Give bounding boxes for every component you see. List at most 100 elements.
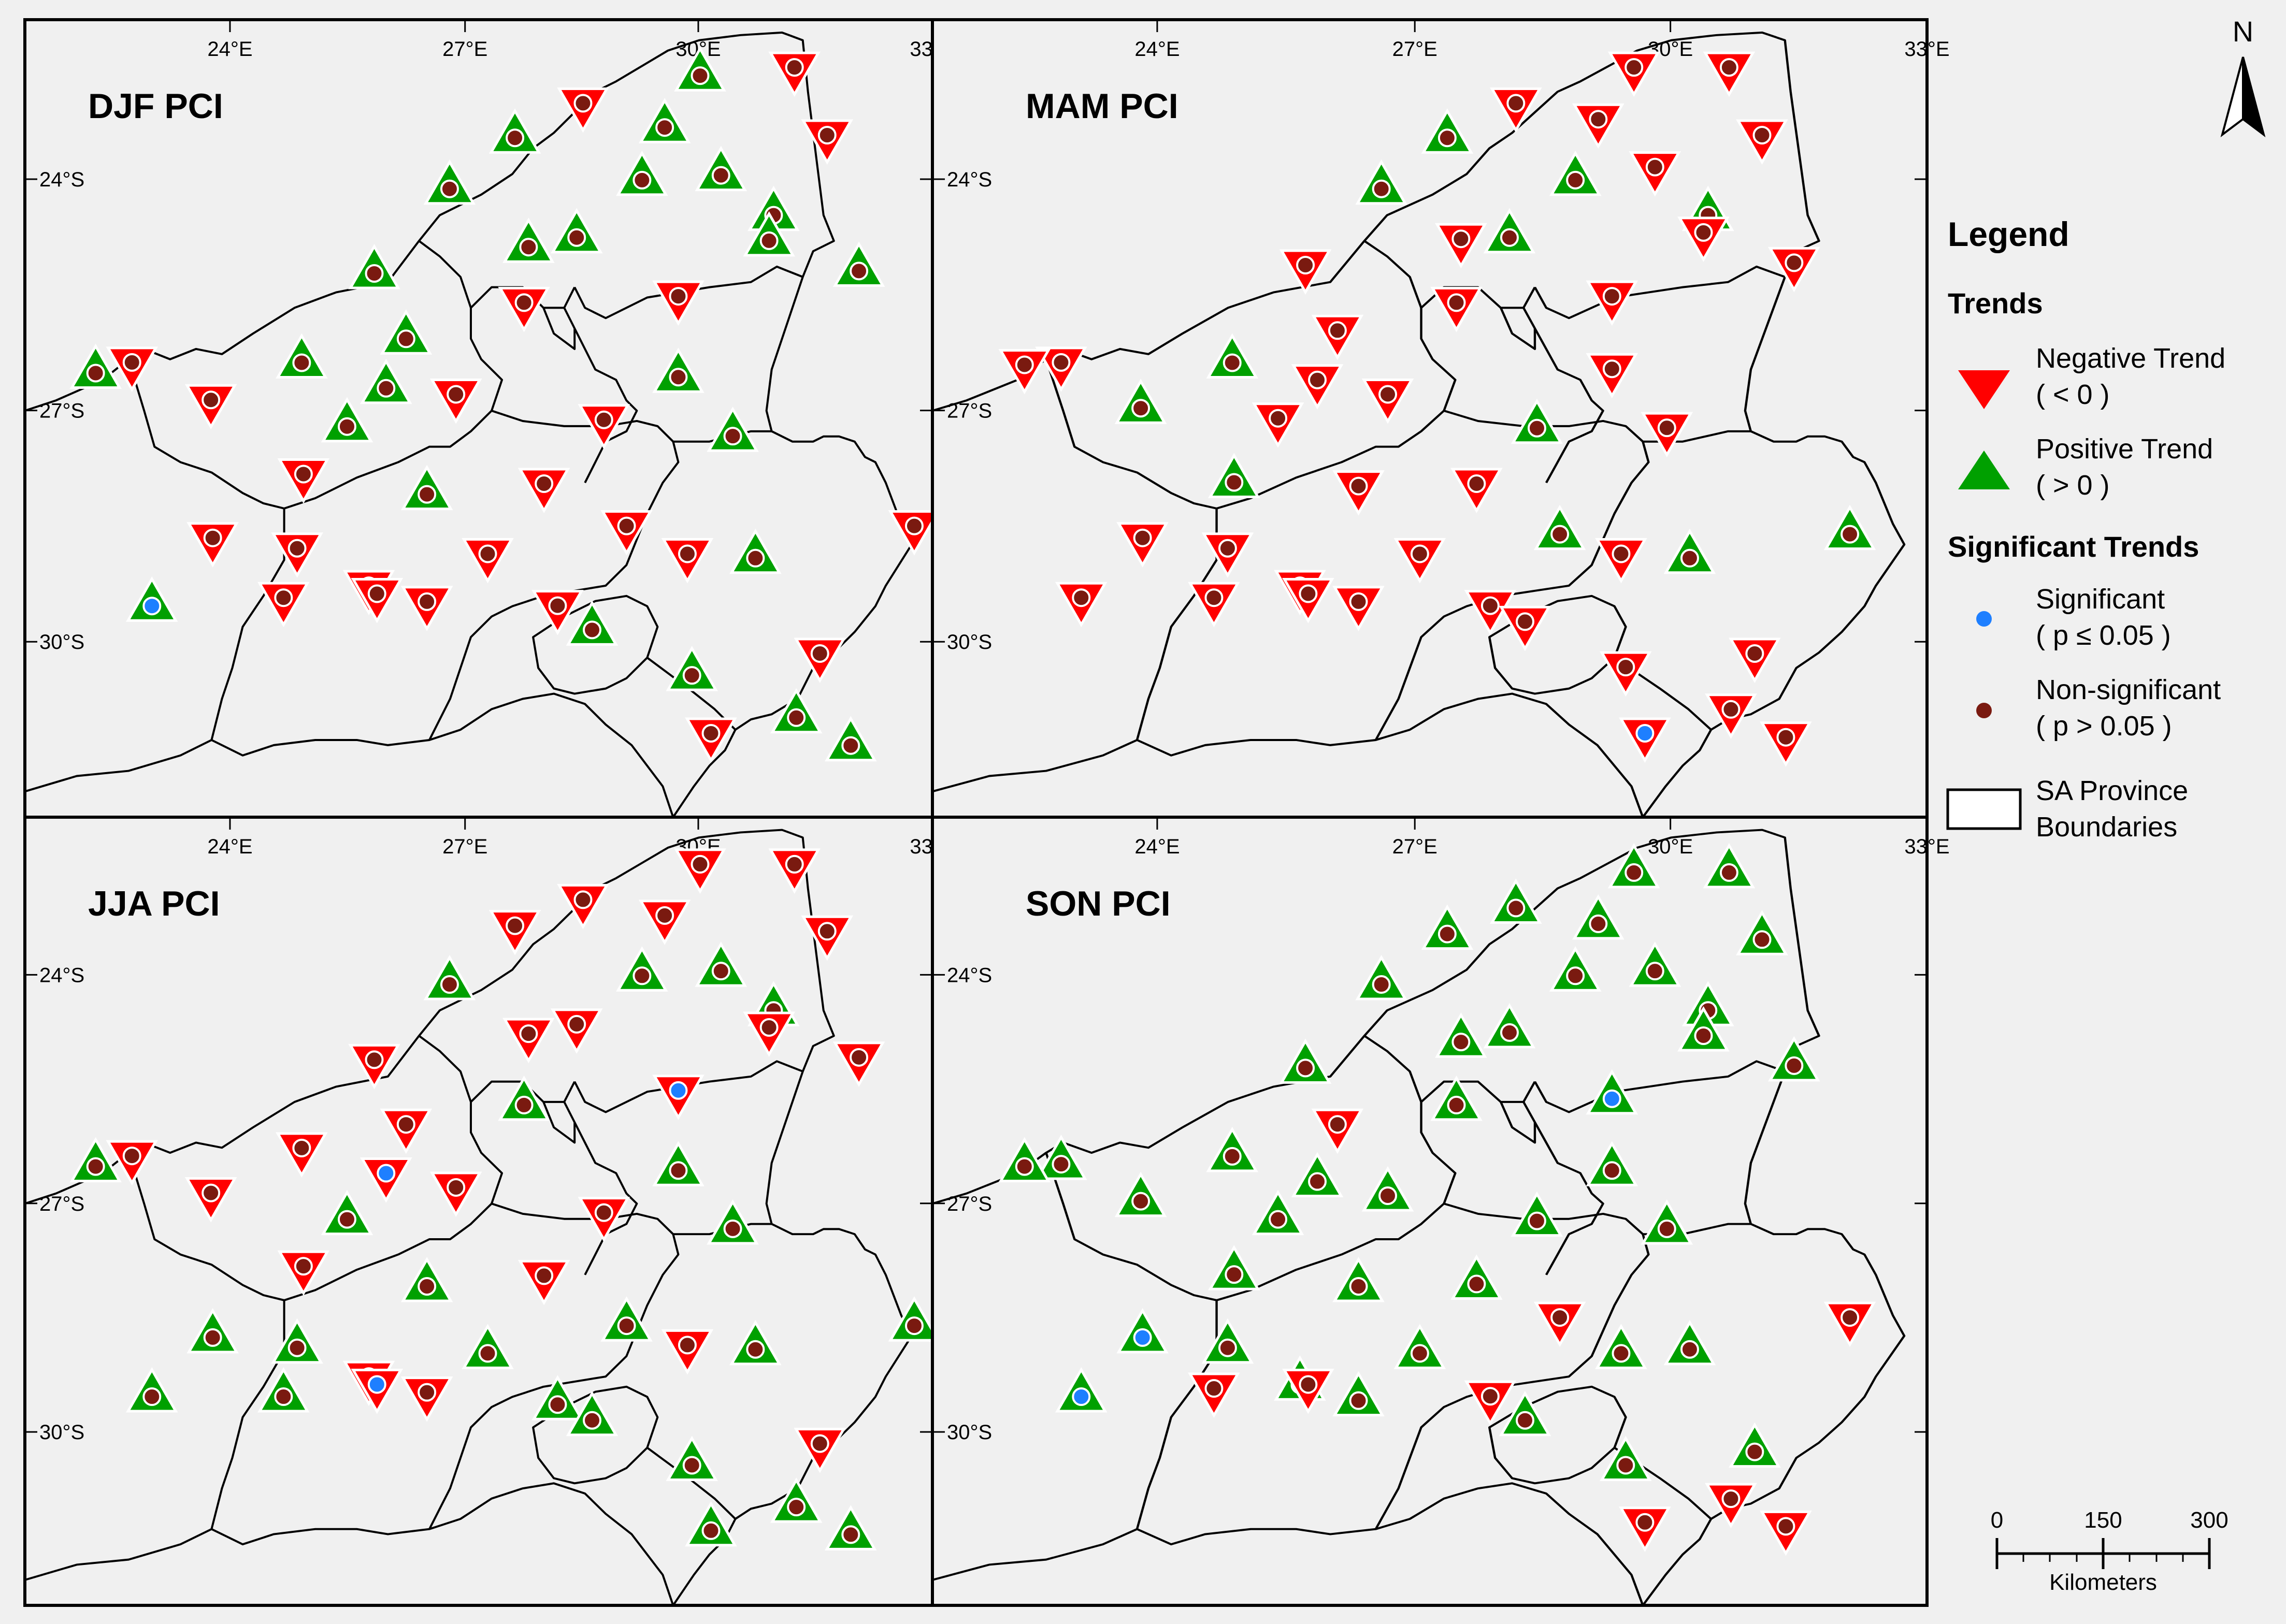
- nonsignificant-dot: [1218, 539, 1237, 558]
- nonsignificant-dot: [142, 1387, 162, 1407]
- negative-trend-marker: [1430, 286, 1483, 332]
- nonsignificant-dot: [1785, 253, 1804, 272]
- nonsignificant-dot: [1308, 370, 1327, 389]
- positive-trend-marker: [550, 208, 603, 254]
- nonsignificant-dot: [440, 179, 459, 198]
- nonsignificant-dot: [1624, 863, 1644, 882]
- nonsignificant-dot: [678, 544, 697, 563]
- positive-trend-marker: [321, 397, 373, 443]
- negative-trend-marker: [1201, 532, 1254, 578]
- nonsignificant-dot: [1841, 1308, 1860, 1327]
- nonsignificant-dot: [1131, 399, 1151, 418]
- north-arrow-icon: N: [2220, 15, 2266, 138]
- positive-trend-marker: [498, 1075, 550, 1121]
- nonsignificant-dot: [678, 1336, 697, 1355]
- positive-trend-marker: [832, 241, 885, 287]
- nonsignificant-dot: [1616, 1456, 1635, 1475]
- nonsignificant-dot: [1410, 544, 1429, 563]
- nonsignificant-dot: [655, 118, 674, 137]
- nonsignificant-dot: [292, 1138, 311, 1157]
- nonsignificant-dot: [287, 539, 307, 558]
- negative-trend-marker: [685, 717, 737, 763]
- negative-trend-marker: [106, 346, 159, 392]
- nonsignificant-dot: [746, 548, 765, 568]
- nonsignificant-dot: [1566, 966, 1585, 985]
- positive-trend-marker: [1207, 1245, 1260, 1291]
- positive-trend-marker: [1116, 1308, 1169, 1354]
- positive-trend-marker: [1549, 946, 1602, 992]
- nonsignificant-dot: [506, 128, 525, 148]
- negative-trend-marker: [1332, 470, 1385, 516]
- negative-trend-marker: [1629, 151, 1681, 197]
- positive-trend-marker: [1279, 1038, 1332, 1084]
- nonsignificant-dot: [1133, 528, 1152, 547]
- nonsignificant-dot: [1349, 1277, 1368, 1296]
- lat-label: 24°S: [39, 168, 84, 191]
- positive-trend-marker: [1663, 1320, 1716, 1366]
- nonsignificant-dot: [535, 474, 554, 493]
- positive-trend-marker: [1332, 1256, 1385, 1302]
- nonsignificant-dot: [1480, 1387, 1500, 1406]
- negative-trend-marker: [502, 1018, 555, 1064]
- nonsignificant-dot: [841, 736, 860, 755]
- negative-trend-marker: [184, 384, 237, 430]
- positive-trend-marker: [1201, 1318, 1254, 1364]
- positive-trend-marker: [1483, 1003, 1536, 1049]
- negative-trend-marker: [1055, 582, 1108, 628]
- positive-trend-marker: [423, 955, 476, 1001]
- nonsignificant-dot: [1269, 1210, 1288, 1229]
- negative-trend-marker: [1291, 364, 1344, 410]
- nonsignificant-dot: [904, 1316, 924, 1336]
- positive-trend-marker: [1483, 208, 1536, 254]
- panel-bg: [25, 817, 932, 1605]
- negative-trend-marker: [462, 538, 514, 584]
- nonsignificant-dot: [1776, 728, 1795, 747]
- nonsignificant-dot: [1680, 548, 1699, 568]
- negative-trend-marker: [1188, 1372, 1240, 1418]
- maps-frame: [23, 18, 1929, 1607]
- nonsignificant-dot: [1467, 474, 1486, 493]
- nonsignificant-dot: [1269, 409, 1288, 428]
- nonsignificant-dot: [682, 666, 701, 685]
- nonsignificant-dot: [669, 368, 688, 387]
- positive-trend-marker: [400, 1256, 453, 1302]
- negative-trend-marker: [1572, 103, 1624, 149]
- lat-label: 27°S: [947, 400, 992, 423]
- nonsignificant-dot: [274, 588, 293, 607]
- negative-trend-marker: [429, 1171, 482, 1217]
- nonsignificant-dot: [723, 1219, 742, 1238]
- positive-trend-marker: [1114, 1171, 1167, 1217]
- nonsignificant-dot: [1566, 170, 1585, 190]
- negative-trend-marker: [652, 1075, 705, 1120]
- negative-trend-marker: [277, 1250, 330, 1296]
- positive-trend-marker: [271, 1318, 323, 1364]
- negative-trend-marker: [1586, 353, 1638, 399]
- positive-trend-marker: [1207, 453, 1260, 498]
- nonsignificant-dot: [567, 1014, 586, 1034]
- lon-label: 27°E: [1392, 835, 1437, 858]
- positive-trend-marker: [400, 465, 453, 511]
- nonsignificant-dot: [1296, 1058, 1315, 1078]
- positive-trend-marker: [380, 309, 433, 355]
- nonsignificant-dot: [1841, 525, 1860, 544]
- positive-trend-marker: [1823, 504, 1876, 550]
- nonsignificant-dot: [594, 1203, 613, 1222]
- nonsignificant-dot: [567, 228, 586, 247]
- scale-tick-label: 0: [1991, 1507, 2003, 1533]
- nonsignificant-dot: [1451, 1033, 1471, 1052]
- positive-trend-marker: [1355, 159, 1407, 205]
- nonsignificant-dot: [519, 1024, 538, 1043]
- nonsignificant-dot: [478, 1344, 497, 1363]
- nonsignificant-dot: [1624, 58, 1644, 77]
- positive-trend-marker: [1586, 1141, 1638, 1186]
- negative-trend-marker: [351, 1368, 404, 1414]
- nonsignificant-dot: [1602, 359, 1621, 379]
- negative-trend-marker: [1619, 1506, 1671, 1552]
- nonsignificant-dot: [202, 1183, 221, 1202]
- negative-trend-marker: [1607, 51, 1660, 97]
- nonsignificant-dot: [632, 170, 652, 190]
- nonsignificant-dot: [1694, 223, 1713, 242]
- lon-label: 24°E: [1134, 835, 1180, 858]
